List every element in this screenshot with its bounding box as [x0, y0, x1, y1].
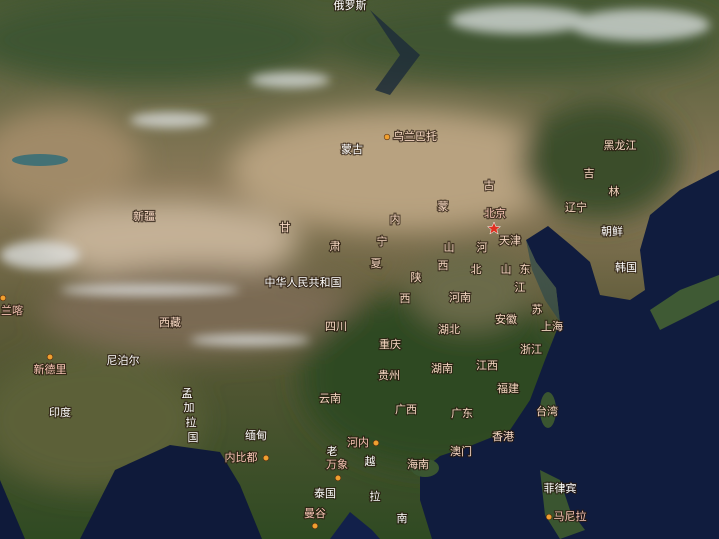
place-label: 广东	[451, 407, 473, 420]
place-label: 北	[471, 263, 482, 276]
place-label: 内比都	[225, 450, 258, 464]
capital-star	[486, 221, 502, 235]
place-label: 越	[365, 454, 376, 468]
place-label: 河	[477, 241, 488, 254]
place-label: 加	[184, 401, 195, 414]
city-dot	[545, 513, 553, 521]
place-label: 吉	[584, 167, 595, 180]
place-label: 陕	[411, 270, 422, 284]
place-label: 蒙	[438, 200, 449, 213]
place-label: 朝鲜	[601, 224, 623, 238]
place-label: 拉	[186, 415, 197, 429]
place-label: 贵州	[378, 369, 400, 382]
place-label: 海南	[407, 457, 429, 471]
city-dot	[383, 133, 391, 141]
labels: 俄罗斯乌兰巴托蒙古 黑龙江吉林辽宁朝鲜韩国新疆古蒙内 北京天津甘肃 宁夏山西河北山东陕…	[0, 0, 638, 530]
place-label: 兰喀	[1, 304, 23, 317]
place-label: 天津	[499, 234, 521, 247]
place-label: 国	[188, 431, 199, 444]
place-label: 江西	[476, 359, 498, 372]
place-label: 万象	[326, 458, 348, 471]
place-label: 台湾	[536, 404, 558, 418]
place-label: 夏	[371, 257, 382, 270]
place-label: 新德里	[34, 362, 67, 376]
place-label: 老	[327, 445, 338, 458]
city-dot	[262, 454, 270, 462]
place-label: 马尼拉	[554, 509, 587, 523]
place-label: 内	[390, 212, 401, 226]
place-label: 黑龙江	[604, 139, 637, 152]
city-dot	[334, 474, 342, 482]
city-dot	[0, 294, 7, 302]
place-label: 缅甸	[245, 428, 267, 442]
place-label: 北京	[484, 206, 506, 220]
place-label: 上海	[541, 319, 563, 333]
place-label: 辽宁	[565, 200, 587, 214]
place-label: 新疆	[133, 209, 155, 223]
place-label: 澳门	[450, 444, 472, 458]
place-label: 南	[397, 512, 408, 525]
place-label: 林	[609, 184, 620, 198]
place-label: 东	[520, 263, 531, 276]
city-dot	[372, 439, 380, 447]
place-label: 江	[515, 281, 526, 294]
city-dot	[46, 353, 54, 361]
place-label: 湖北	[438, 323, 460, 336]
place-label: 西	[400, 292, 411, 305]
place-label: 重庆	[379, 337, 401, 351]
place-label: 俄罗斯	[334, 0, 367, 12]
place-label: 浙江	[520, 343, 542, 356]
place-label: 尼泊尔	[107, 354, 140, 367]
place-label: 安徽	[495, 312, 517, 326]
city-dot	[311, 522, 319, 530]
place-label: 菲律宾	[544, 481, 577, 495]
place-label: 苏	[532, 303, 543, 316]
place-label: 广西	[395, 403, 417, 416]
place-label: 西藏	[159, 316, 181, 329]
place-label: 蒙古	[341, 143, 363, 156]
place-label: 山	[501, 263, 512, 276]
place-label: 西	[438, 259, 449, 272]
place-label: 湖南	[431, 362, 453, 375]
place-label: 韩国	[615, 260, 637, 274]
place-label: 云南	[319, 392, 341, 405]
place-label: 香港	[492, 430, 514, 443]
place-label: 泰国	[314, 486, 336, 500]
place-label: 山	[444, 241, 455, 254]
place-label: 河内	[347, 435, 369, 449]
place-label: 乌兰巴托	[393, 129, 437, 143]
place-label: 古	[484, 179, 495, 192]
place-label: 曼谷	[304, 507, 326, 520]
place-label: 甘	[280, 221, 291, 234]
place-label: 中华人民共和国	[265, 275, 342, 289]
place-label: 福建	[497, 381, 519, 395]
place-label: 拉	[370, 489, 381, 503]
place-label: 印度	[49, 405, 71, 419]
place-label: 宁	[377, 234, 388, 248]
place-label: 肃	[330, 240, 341, 253]
place-label: 四川	[325, 320, 347, 333]
place-label: 河南	[449, 291, 471, 304]
place-label: 孟	[182, 387, 193, 400]
